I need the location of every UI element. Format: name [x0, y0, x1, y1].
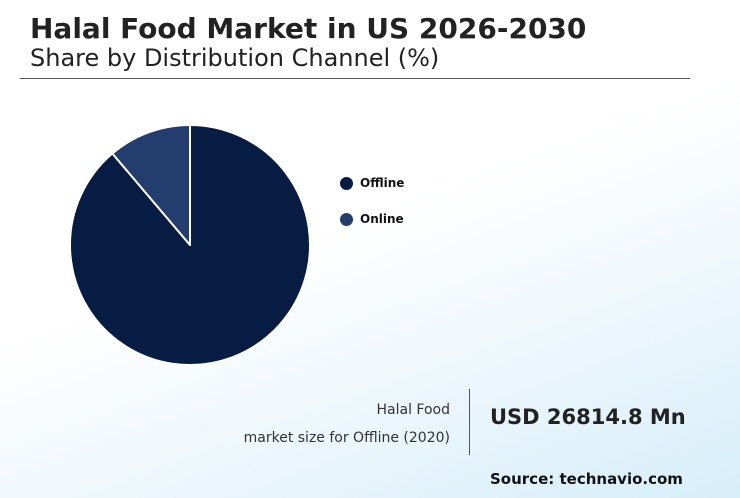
market-size-caption: Halal Food market size for Offline (2020…	[244, 396, 450, 452]
caption-line-1: Halal Food	[376, 402, 451, 418]
legend-swatch-online	[340, 212, 353, 226]
source-credit: Source: technavio.com	[490, 470, 683, 488]
title-divider	[20, 78, 690, 79]
pie-chart	[69, 124, 311, 366]
legend-swatch-offline	[340, 176, 353, 190]
pie-slice-online	[111, 124, 191, 246]
legend-label-online: Online	[360, 212, 404, 226]
chart-title: Halal Food Market in US 2026-2030	[30, 12, 587, 45]
chart-legend: Offline Online	[340, 172, 404, 244]
legend-item-online: Online	[340, 208, 404, 230]
market-size-value: USD 26814.8 Mn	[490, 405, 686, 429]
value-divider	[469, 389, 470, 455]
legend-label-offline: Offline	[360, 176, 405, 190]
legend-item-offline: Offline	[340, 172, 404, 194]
caption-line-2: market size for Offline (2020)	[243, 430, 450, 446]
chart-subtitle: Share by Distribution Channel (%)	[30, 44, 440, 72]
